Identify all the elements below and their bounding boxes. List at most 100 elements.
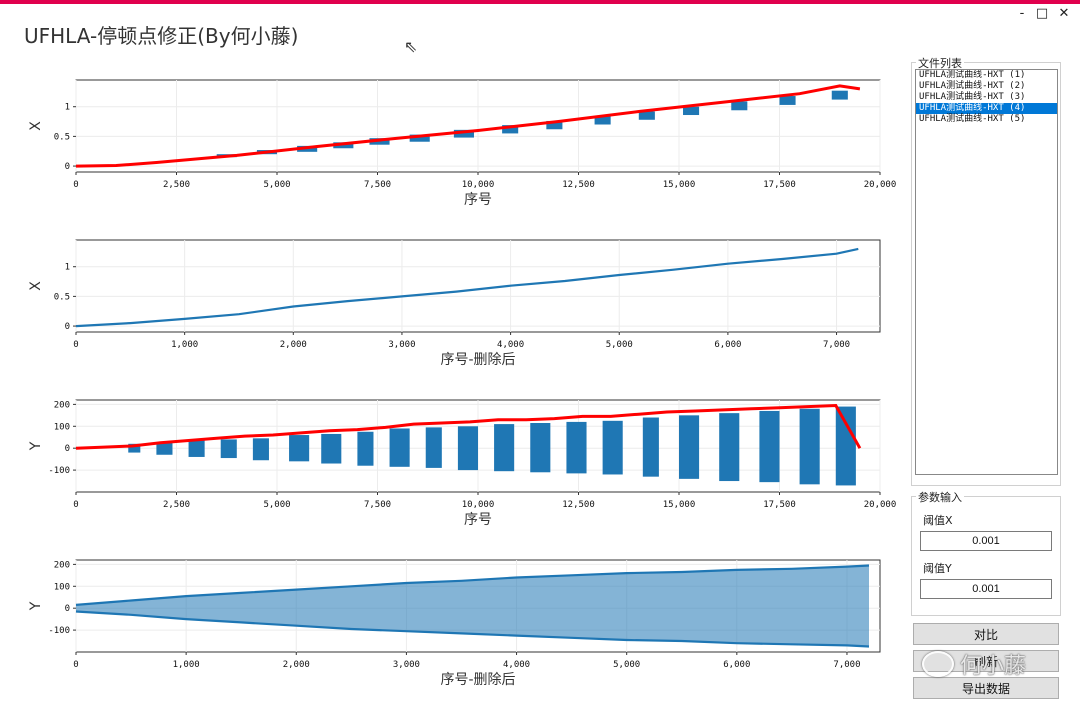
window-title: UFHLA-停顿点修正(By何小藤) [24,24,299,48]
stop-segment [357,431,374,466]
x-tick-label: 20,000 [864,500,897,510]
x-tick-label: 6,000 [723,660,750,670]
stop-segment [779,96,796,105]
stop-segment [594,116,611,125]
x-tick-label: 10,000 [462,500,495,510]
x-tick-label: 6,000 [714,340,741,350]
x-tick-label: 2,500 [163,500,190,510]
stop-segment [683,106,700,116]
x-tick-label: 0 [73,500,78,510]
threshold-x-label: 阈值X [923,514,953,527]
x-tick-label: 3,000 [393,660,420,670]
x-tick-label: 17,500 [763,500,796,510]
series-line-original [75,84,861,168]
y-tick-label: 100 [54,582,70,592]
chart-y-original[interactable]: 0 2,500 5,000 7,500 10,000 12,500 15,000 17,500… [0,392,900,532]
stop-segment [389,428,410,467]
close-button[interactable]: ✕ [1058,6,1070,21]
file-list-item[interactable]: UFHLA测试曲线-HXT (5) [919,114,1026,124]
x-tick-label: 10,000 [462,180,495,190]
x-axis-title: 序号 [464,192,492,208]
file-listbox[interactable]: UFHLA测试曲线-HXT (1) UFHLA测试曲线-HXT (2) UFHLA测… [915,69,1058,475]
stop-segment [831,90,848,100]
export-button[interactable]: 导出数据 [913,677,1059,699]
chart-x-original[interactable]: 0 2,500 5,000 7,500 10,000 12,500 15,000 17,500… [0,72,900,212]
watermark: 何小藤 [922,648,1026,680]
x-tick-label: 0 [73,180,78,190]
x-tick-label: 7,000 [823,340,850,350]
y-tick-label: 200 [54,560,70,570]
x-tick-label: 12,500 [562,180,595,190]
y-tick-label: 0 [65,604,70,614]
y-tick-label: 1 [65,103,70,113]
stop-segment [799,408,820,485]
stop-segment [321,433,342,464]
stop-segment [156,442,173,455]
stop-segment [188,440,205,457]
series-line-deleted [75,247,859,328]
stop-segment [289,435,310,462]
y-tick-label: 0.5 [54,292,70,302]
stop-segment [566,421,587,474]
x-tick-label: 5,000 [613,660,640,670]
chart-y-deleted[interactable]: 0 1,000 2,000 3,000 4,000 5,000 6,000 7,000 -100… [0,552,900,692]
file-list-item[interactable]: UFHLA测试曲线-HXT (2) [919,81,1026,91]
x-tick-label: 15,000 [663,180,696,190]
file-list-legend: 文件列表 [916,55,964,71]
compare-button[interactable]: 对比 [913,623,1059,645]
y-tick-label: 0.5 [54,132,70,142]
stop-segment [642,417,659,477]
x-tick-label: 7,500 [364,180,391,190]
x-tick-label: 4,000 [497,340,524,350]
oscillation-band [76,565,869,647]
file-list-item[interactable]: UFHLA测试曲线-HXT (4) [916,103,1057,114]
y-tick-label: 200 [54,400,70,410]
x-tick-label: 17,500 [763,180,796,190]
minimize-button[interactable]: - [1019,6,1025,21]
y-tick-label: 0 [65,322,70,332]
x-tick-label: 5,000 [606,340,633,350]
x-tick-label: 15,000 [663,500,696,510]
stop-segment [546,120,563,130]
maximize-button[interactable]: □ [1035,6,1049,21]
x-tick-label: 2,000 [283,660,310,670]
stop-segment [835,406,856,486]
threshold-x-input[interactable] [920,531,1052,551]
stop-segment [502,125,519,134]
stop-segment [220,439,237,459]
wechat-icon [922,651,954,677]
x-tick-label: 7,000 [833,660,860,670]
stop-segment [679,415,700,479]
x-tick-label: 2,500 [163,180,190,190]
file-list-group: 文件列表 [911,55,1061,486]
stop-segment [602,420,623,475]
mouse-cursor-icon: ⇖ [404,37,418,56]
stop-segment [731,101,748,111]
stop-segment [494,424,515,472]
file-list-item[interactable]: UFHLA测试曲线-HXT (1) [919,70,1026,80]
x-axis-title: 序号 [464,512,492,528]
stop-segment [638,111,655,120]
threshold-y-label: 阈值Y [923,562,952,575]
y-tick-label: -100 [48,466,70,476]
y-axis-title: X [28,121,44,131]
param-group: 参数输入 [911,489,1061,616]
x-tick-label: 0 [73,340,78,350]
y-axis-title: Y [28,441,44,451]
stop-segment [719,413,740,482]
y-tick-label: -100 [48,626,70,636]
y-axis-title: X [28,281,44,291]
x-tick-label: 1,000 [171,340,198,350]
stop-segment [530,423,551,473]
stop-segment [453,129,474,138]
threshold-y-input[interactable] [920,579,1052,599]
x-tick-label: 1,000 [173,660,200,670]
series-line-original [75,403,862,450]
stop-segment [128,443,141,453]
x-tick-label: 3,000 [388,340,415,350]
chart-x-deleted[interactable]: 0 1,000 2,000 3,000 4,000 5,000 6,000 7,000 0 0.5… [0,232,900,370]
y-axis-title: Y [28,601,44,611]
stop-segment [409,134,430,142]
x-tick-label: 2,000 [280,340,307,350]
file-list-item[interactable]: UFHLA测试曲线-HXT (3) [919,92,1026,102]
